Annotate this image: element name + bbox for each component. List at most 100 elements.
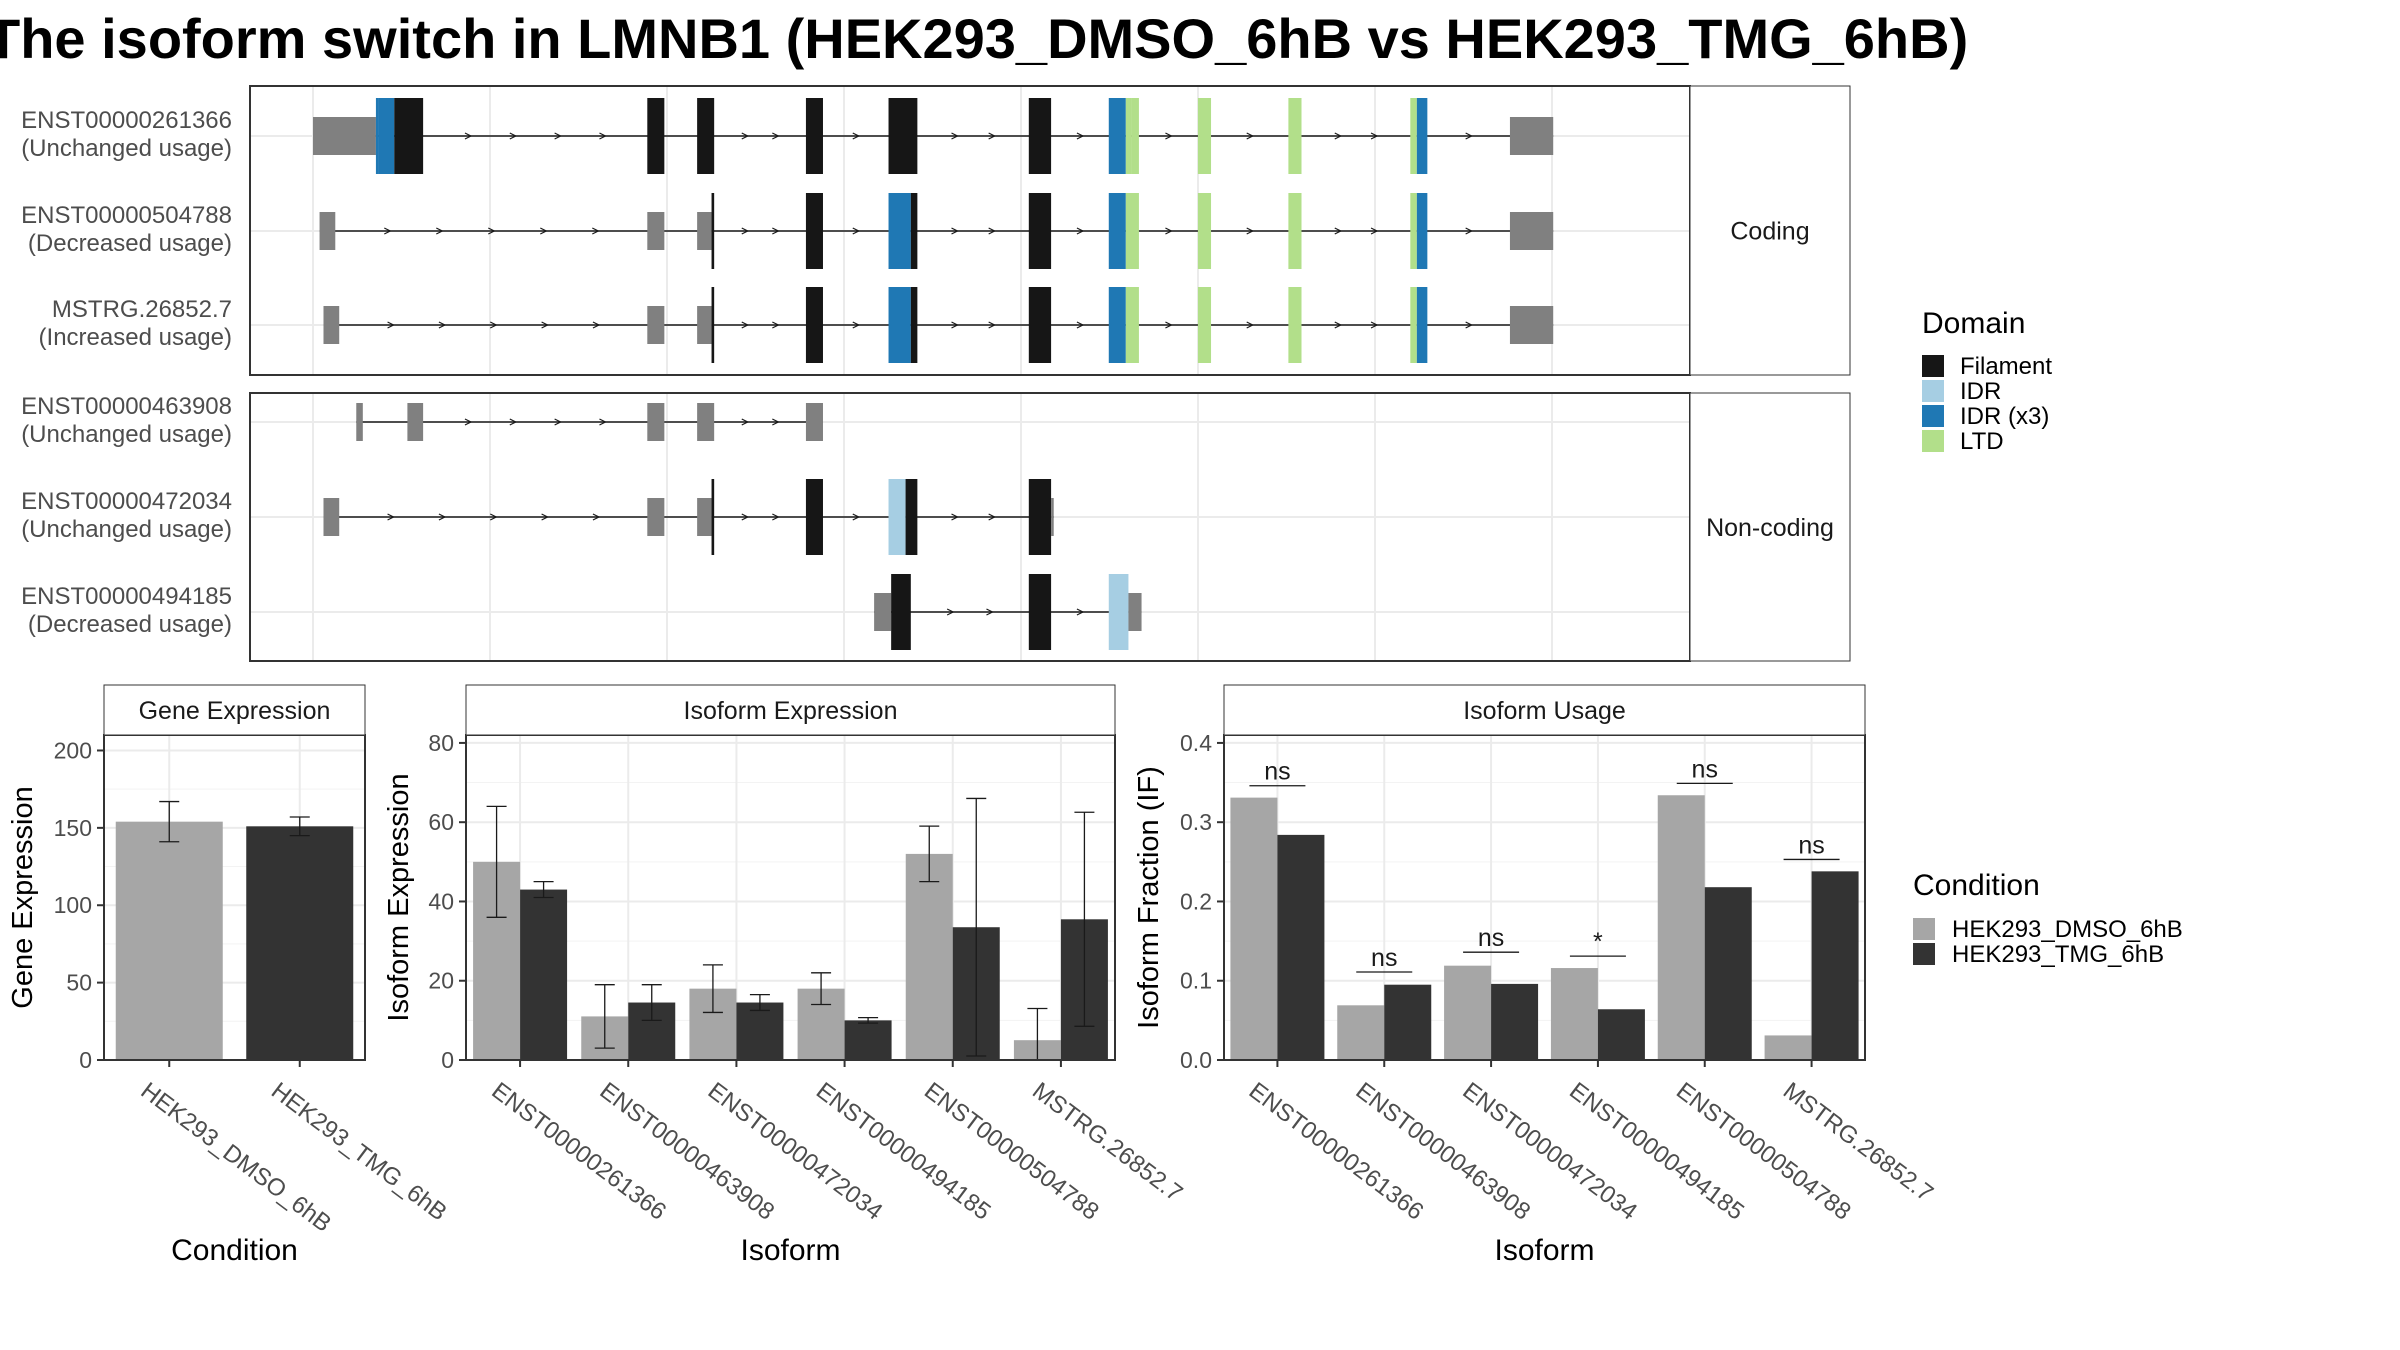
significance-label: ns bbox=[1371, 944, 1397, 972]
panel-strip bbox=[1689, 85, 1851, 376]
domain-legend-title: Domain bbox=[1922, 307, 2025, 340]
direction-arrow bbox=[852, 513, 861, 521]
direction-arrow bbox=[1076, 608, 1085, 616]
direction-arrow bbox=[599, 418, 607, 426]
transcript-status-label: (Unchanged usage) bbox=[21, 516, 232, 543]
bar bbox=[1337, 1005, 1385, 1060]
exon-utr bbox=[697, 403, 715, 441]
panel-strip-label: Non-coding bbox=[1706, 514, 1834, 542]
exon-filament bbox=[1028, 287, 1052, 363]
y-tick-label: 0.3 bbox=[1180, 809, 1212, 835]
exon-filament bbox=[697, 98, 715, 174]
condition-legend-title: Condition bbox=[1913, 869, 2040, 902]
x-axis-label: Condition bbox=[171, 1234, 298, 1267]
direction-arrow bbox=[1370, 227, 1379, 235]
exon-idr_x3 bbox=[1108, 287, 1126, 363]
transcript-status-label: (Decreased usage) bbox=[28, 230, 232, 257]
chart-strip bbox=[1223, 684, 1866, 736]
bar bbox=[1597, 1009, 1645, 1060]
exon-ltd bbox=[1197, 193, 1212, 269]
bar bbox=[1550, 968, 1598, 1060]
exon-ltd bbox=[1125, 193, 1139, 269]
exon-utr bbox=[874, 593, 892, 631]
direction-arrow bbox=[1165, 227, 1173, 235]
y-tick-label: 200 bbox=[54, 737, 92, 763]
exon-idr bbox=[888, 479, 906, 555]
exon-idr_x3 bbox=[888, 287, 911, 363]
x-tick-label: ENST00000472034 bbox=[1457, 1077, 1642, 1225]
plot-bg bbox=[466, 735, 1115, 1060]
direction-arrow bbox=[772, 418, 780, 426]
legend-label: IDR bbox=[1960, 378, 2001, 405]
exon-idr_x3 bbox=[375, 98, 379, 174]
exon-idr_x3 bbox=[888, 193, 911, 269]
x-tick-label: ENST00000504788 bbox=[1671, 1077, 1856, 1225]
y-tick-label: 80 bbox=[428, 730, 454, 756]
exon-utr bbox=[647, 212, 665, 250]
y-tick-label: 100 bbox=[54, 892, 92, 918]
direction-arrow bbox=[741, 132, 750, 140]
direction-arrow bbox=[1246, 132, 1255, 140]
x-tick-label: ENST00000463908 bbox=[1351, 1077, 1536, 1225]
exon-filament bbox=[805, 287, 823, 363]
exon-utr bbox=[697, 498, 712, 536]
exon-ltd bbox=[1288, 287, 1302, 363]
direction-arrow bbox=[541, 321, 549, 329]
direction-arrow bbox=[772, 132, 780, 140]
exon-idr_x3 bbox=[1108, 193, 1126, 269]
y-axis-label: Gene Expression bbox=[7, 786, 39, 1008]
exon-utr bbox=[1509, 212, 1517, 250]
direction-arrow bbox=[741, 418, 750, 426]
transcript-status-label: (Unchanged usage) bbox=[21, 421, 232, 448]
direction-arrow bbox=[951, 513, 959, 521]
bar bbox=[1704, 887, 1752, 1060]
bar bbox=[1657, 795, 1705, 1060]
chart-strip bbox=[103, 684, 366, 736]
direction-arrow bbox=[772, 513, 780, 521]
y-tick-label: 60 bbox=[428, 809, 454, 835]
x-tick-label: ENST00000494185 bbox=[1564, 1077, 1749, 1225]
direction-arrow bbox=[852, 321, 861, 329]
exon-ltd bbox=[1131, 98, 1139, 174]
direction-arrow bbox=[387, 321, 395, 329]
panel-strip bbox=[1689, 392, 1851, 662]
exon-utr bbox=[697, 306, 712, 344]
chart-strip bbox=[465, 684, 1116, 736]
exon-filament bbox=[711, 193, 715, 269]
exon-utr bbox=[1051, 498, 1054, 536]
exon-idr bbox=[1108, 574, 1129, 650]
exon-ltd bbox=[1197, 287, 1212, 363]
exon-utr bbox=[313, 117, 376, 155]
exon-ltd bbox=[1288, 98, 1302, 174]
isoform-usage-chart: ns ns ns * ns ns Isoform Usage 0.0 0.1 0.2 0.3 0.4 E… bbox=[1133, 684, 1938, 1267]
bar bbox=[736, 1002, 784, 1060]
y-tick-label: 0.1 bbox=[1180, 968, 1212, 994]
y-tick-label: 0 bbox=[79, 1047, 92, 1073]
exon-ltd bbox=[1197, 98, 1212, 174]
direction-arrow bbox=[852, 132, 861, 140]
direction-arrow bbox=[438, 321, 447, 329]
direction-arrow bbox=[951, 321, 959, 329]
exon-filament bbox=[805, 193, 823, 269]
exon-idr_x3 bbox=[1416, 193, 1428, 269]
exon-filament bbox=[905, 479, 918, 555]
direction-arrow bbox=[1246, 321, 1255, 329]
x-axis-label: Isoform bbox=[1494, 1234, 1594, 1267]
exon-filament bbox=[910, 287, 918, 363]
exon-utr bbox=[323, 498, 340, 536]
exon-utr bbox=[319, 212, 336, 250]
bar bbox=[1384, 984, 1432, 1060]
direction-arrow bbox=[988, 227, 997, 235]
x-tick-label: ENST00000463908 bbox=[595, 1077, 780, 1225]
exon-ltd bbox=[1410, 287, 1417, 363]
exon-filament bbox=[1028, 479, 1052, 555]
direction-arrow bbox=[1465, 321, 1473, 329]
direction-arrow bbox=[509, 132, 518, 140]
legend-label: IDR (x3) bbox=[1960, 403, 2049, 430]
bar bbox=[1811, 871, 1859, 1060]
direction-arrow bbox=[488, 227, 496, 235]
transcript-status-label: (Decreased usage) bbox=[28, 611, 232, 638]
y-tick-label: 0.4 bbox=[1180, 730, 1212, 756]
